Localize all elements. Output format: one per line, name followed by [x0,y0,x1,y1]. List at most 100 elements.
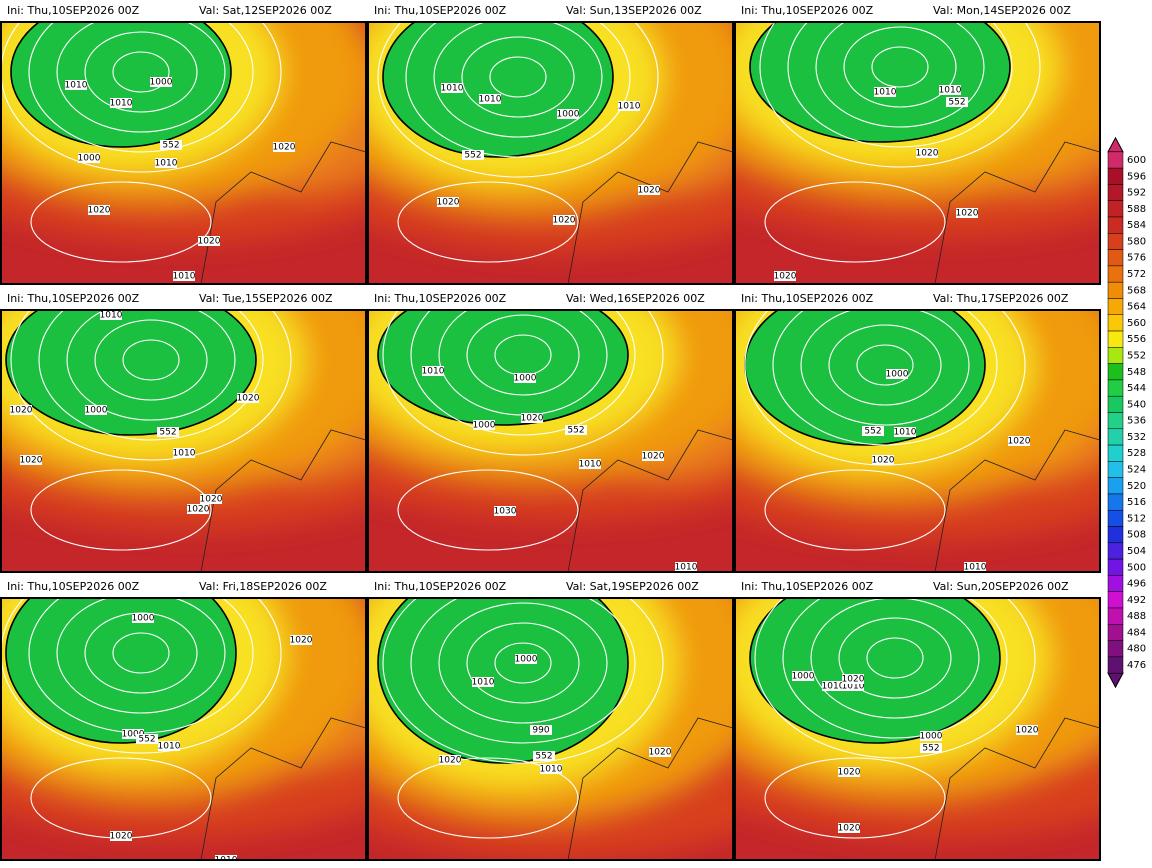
contour-label: 1000 [886,370,909,380]
coastline [934,429,1100,572]
contour-label: 552 [948,98,965,108]
isobar [410,598,636,744]
contour-label-bg [237,393,259,403]
contour-label-bg [157,427,179,437]
colorbar-segment [1107,477,1124,495]
isobar [1,598,282,754]
coastline [934,141,1100,284]
isobar [782,598,1008,739]
contour-label: 990 [532,726,549,736]
colorbar-label: 564 [1127,302,1146,313]
contour-label: 552 [567,426,584,436]
panel-border [0,21,367,285]
contour-label: 1020 [237,394,260,404]
contour-label: 1020 [521,414,544,424]
contour-label: 552 [464,151,481,161]
contour-label-bg [273,142,295,152]
colorbar-label: 568 [1127,285,1146,296]
contour-label: 1020 [638,186,661,196]
isobar [56,598,226,714]
colorbar-label: 480 [1127,644,1146,655]
contour-label-bg [422,366,444,376]
contour-label: 1020 [88,206,111,216]
contour-label-bg [675,562,697,572]
contour-label-bg [173,271,195,281]
colorbar-segment [1107,216,1124,234]
contour-label-bg [872,455,894,465]
contour-label-bg [85,405,107,415]
panel-border [367,597,734,861]
contour-label-bg [842,681,864,691]
ini-label: Ini: Thu,10SEP2026 00Z [374,4,507,17]
isobar [764,469,946,551]
contour-label: 1010 [422,367,445,377]
contour-label: 1020 [273,143,296,153]
colorbar-label: 500 [1127,562,1146,573]
contour-label-bg [557,109,579,119]
contour-label-bg [792,671,814,681]
contour-label-bg [110,98,132,108]
contour-label-bg [10,405,32,415]
contour-label-bg [515,654,537,664]
contour-label: 552 [162,141,179,151]
contour-label-bg [916,148,938,158]
colorbar-segment [1107,412,1124,430]
contour-label-bg [200,494,222,504]
contour-label: 1020 [10,406,33,416]
contour-label: 1020 [1016,726,1039,736]
colorbar-segment [1107,542,1124,560]
contour-label: 1010 [110,99,133,109]
contour-label: 1000 [515,655,538,665]
contour-label-bg [462,150,484,160]
contour-label: 1020 [290,636,313,646]
contour-label: 1010 [618,102,641,112]
colorbar-segment [1107,493,1124,511]
panel-border [0,309,367,573]
contour-label-bg [100,310,122,320]
colorbar-label: 476 [1127,660,1146,671]
contour-label-bg [886,369,908,379]
isobar [866,637,924,679]
valid-label: Val: Fri,18SEP2026 00Z [199,580,327,593]
contour-label: 1010 [822,682,845,692]
ini-label: Ini: Thu,10SEP2026 00Z [741,292,874,305]
isobar [800,310,970,426]
contour-label: 1000 [122,730,145,740]
contour-label: 1020 [200,495,223,505]
contour-label: 1010 [441,84,464,94]
colorbar-label: 508 [1127,530,1146,541]
contour-label: 1020 [956,209,979,219]
isobar [382,598,664,764]
valid-label: Val: Sun,20SEP2026 00Z [933,580,1069,593]
colorbar-segment [1107,444,1124,462]
colorbar-segment [1107,314,1124,332]
colorbar-segment [1107,558,1124,576]
colorbar-label: 580 [1127,236,1146,247]
contour-label: 1000 [473,421,496,431]
map-panel: 1000 1010 990 552 1010 1020 1020 [368,598,733,860]
contour-label-bg [838,767,860,777]
isobar [382,310,664,456]
isobar [28,22,254,153]
contour-label: 1010 [964,563,987,573]
contour-label: 1020 [872,456,895,466]
colorbar-segment [1107,330,1124,348]
valid-label: Val: Mon,14SEP2026 00Z [933,4,1071,17]
contour-label-bg [862,426,884,436]
contour-label-bg [110,831,132,841]
green-area [382,22,614,158]
contour-label-bg [198,236,220,246]
contour-label-bg [132,613,154,623]
contour-label-bg [894,427,916,437]
colorbar-segment [1107,347,1124,364]
colorbar-segment [1107,591,1124,609]
coastline [934,717,1100,860]
isobar [754,598,1036,759]
contour-label: 1020 [838,768,861,778]
contour-label: 1020 [1008,437,1031,447]
contour-label: 1000 [78,154,101,164]
contour-label-bg [441,83,463,93]
